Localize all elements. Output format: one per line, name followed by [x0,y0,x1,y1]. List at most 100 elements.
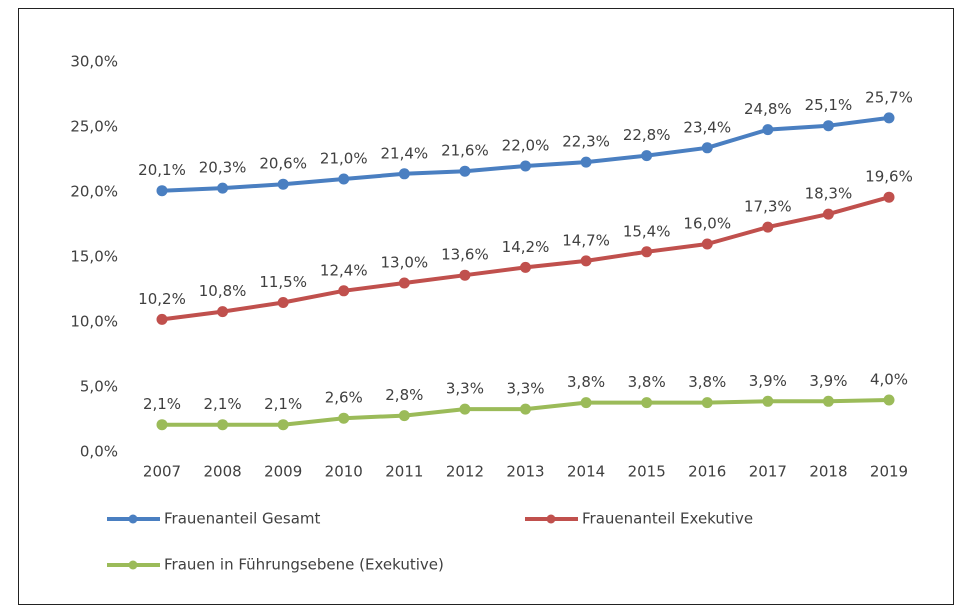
data-label: 21,4% [381,144,429,162]
data-label: 3,9% [749,372,787,390]
data-label: 3,8% [567,373,605,391]
legend-label: Frauenanteil Gesamt [164,510,321,528]
data-label: 11,5% [259,273,307,291]
x-tick-label: 2011 [385,463,423,481]
chart-frame [18,8,954,605]
data-label: 12,4% [320,261,368,279]
data-label: 13,6% [441,246,489,264]
legend-swatch-dot [128,560,138,570]
data-label: 22,8% [623,126,671,144]
data-point [277,178,289,190]
data-point [520,160,531,172]
y-tick-label: 25,0% [70,118,118,136]
legend-swatch-dot [546,514,556,524]
data-label: 10,8% [199,282,247,300]
data-label: 22,3% [562,133,610,151]
data-label: 2,8% [385,386,423,404]
x-tick-label: 2009 [264,463,302,481]
data-point [822,120,834,132]
x-tick-label: 2013 [506,463,544,481]
legend-label: Frauenanteil Exekutive [582,510,753,528]
data-point [459,165,471,177]
y-tick-label: 10,0% [70,313,118,331]
data-label: 15,4% [623,222,671,240]
data-label: 3,9% [809,372,847,390]
data-label: 10,2% [138,290,186,308]
data-point [398,168,410,180]
data-point [762,124,774,136]
y-tick-label: 30,0% [70,53,118,71]
data-label: 2,1% [143,395,181,413]
data-label: 25,7% [865,88,913,106]
data-label: 20,3% [199,159,247,177]
data-point [277,419,289,431]
data-point [398,277,410,289]
data-label: 13,0% [381,254,429,272]
data-point [277,297,289,308]
data-point [338,173,350,185]
data-point [883,191,895,203]
data-point [641,397,653,409]
data-label: 20,6% [259,155,307,173]
data-point [156,313,168,325]
data-point [641,246,653,258]
data-label: 14,7% [562,231,610,249]
data-label: 3,8% [628,373,666,391]
data-label: 2,1% [264,395,302,413]
data-label: 14,2% [502,238,550,256]
y-tick-label: 0,0% [80,443,118,461]
data-point [883,394,895,406]
data-point [822,395,834,407]
data-label: 20,1% [138,161,186,179]
data-point [217,182,229,194]
x-tick-label: 2017 [749,463,787,481]
y-tick-label: 20,0% [70,183,118,201]
data-point [580,397,592,409]
x-tick-label: 2008 [203,463,241,481]
data-point [701,238,713,250]
data-point [398,410,410,422]
data-label: 3,3% [506,380,544,398]
data-label: 25,1% [805,96,853,114]
data-point [580,255,592,267]
data-point [338,285,350,297]
data-point [459,269,471,281]
data-label: 22,0% [502,137,550,155]
data-point [217,306,229,318]
data-label: 3,8% [688,373,726,391]
data-point [156,185,168,197]
data-label: 3,3% [446,380,484,398]
y-tick-label: 5,0% [80,378,118,396]
data-label: 16,0% [683,215,731,233]
data-point [520,261,531,273]
x-tick-label: 2010 [325,463,363,481]
data-label: 2,6% [325,389,363,407]
x-tick-label: 2015 [628,463,666,481]
data-point [217,419,229,431]
x-tick-label: 2012 [446,463,484,481]
data-point [701,142,713,154]
data-point [520,403,531,415]
data-label: 23,4% [683,118,731,136]
y-tick-label: 15,0% [70,248,118,266]
x-tick-label: 2018 [809,463,847,481]
data-label: 19,6% [865,168,913,186]
data-point [580,156,592,168]
data-point [459,403,471,415]
x-tick-label: 2019 [870,463,908,481]
data-label: 21,6% [441,142,489,160]
data-label: 17,3% [744,198,792,216]
data-point [762,395,774,407]
data-point [156,419,168,431]
data-point [883,112,895,124]
data-point [822,208,834,220]
x-tick-label: 2014 [567,463,605,481]
legend-label: Frauen in Führungsebene (Exekutive) [164,556,444,574]
data-label: 2,1% [204,395,242,413]
data-point [762,221,774,233]
data-label: 18,3% [805,185,853,203]
data-label: 24,8% [744,100,792,118]
data-label: 4,0% [870,371,908,389]
data-label: 21,0% [320,150,368,168]
data-point [338,412,350,424]
